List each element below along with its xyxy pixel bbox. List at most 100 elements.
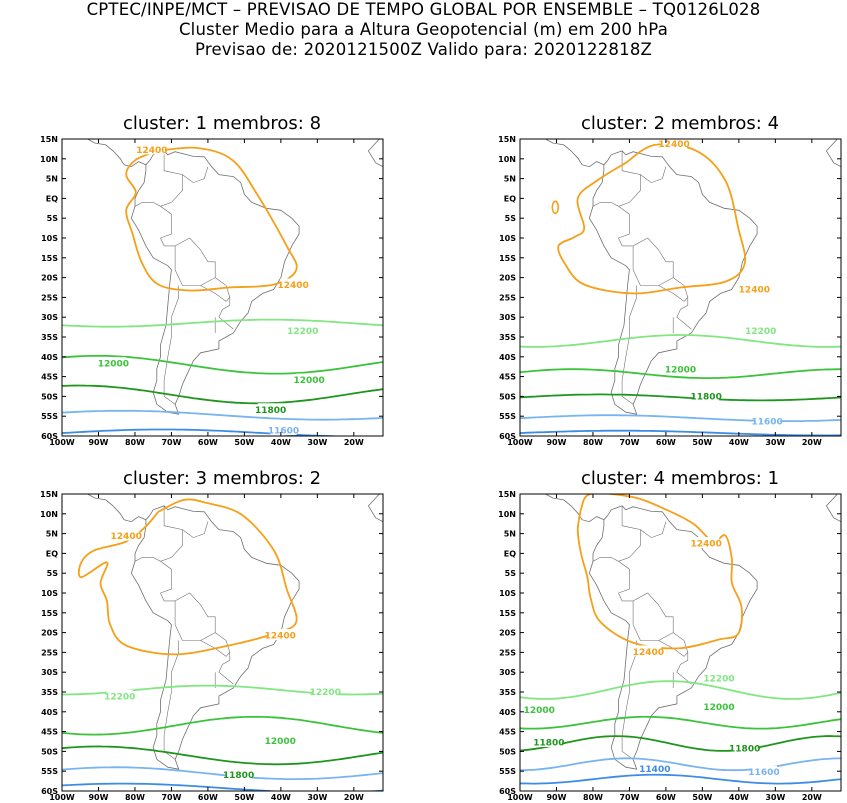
lat-tick-label: 15N [40,135,58,144]
country-border [592,202,619,207]
lat-tick-label: 55S [41,412,58,421]
contour-12400 [557,143,747,295]
panel-2-title: cluster: 2 membros: 4 [580,113,780,134]
lat-tick-label: 5N [504,530,516,539]
contour-label-bg [225,768,252,780]
country-border [621,285,637,405]
lat-tick-label: 25S [499,648,516,657]
lon-tick-label: 20W [344,793,364,802]
country-border [200,285,234,330]
contour-label-bg [706,700,733,712]
lat-tick-label: 5N [46,175,58,184]
country-border [658,285,692,330]
lon-tick-label: 30W [307,438,327,447]
contour-12200 [62,318,383,328]
country-border [174,237,216,286]
header-line-3: Previsao de: 2020121500Z Valido para: 20… [194,40,653,59]
contour-11800 [520,735,841,752]
lat-tick-label: 10S [41,589,58,598]
contour-12400-small [551,200,560,215]
lat-tick-label: 10S [41,234,58,243]
lon-tick-label: 30W [307,793,327,802]
contour-label: 12200 [287,327,318,337]
panel-1-title: cluster: 1 membros: 8 [122,113,322,134]
country-border [640,166,667,183]
contour-label-bg [641,762,668,774]
country-border [163,285,179,405]
contour-label: 12000 [524,706,555,716]
lat-tick-label: 45S [41,728,58,737]
contour-11600 [62,766,383,781]
lat-tick-label: 10S [499,589,516,598]
contour-label-bg [535,735,562,747]
contour-11400 [520,429,841,436]
map-frame [61,138,384,437]
lat-tick-label: 5S [47,569,59,578]
lat-tick-label: 25S [499,293,516,302]
coastline [130,150,300,415]
lat-tick-label: 55S [499,767,516,776]
map-panel-1-content: 12400 12400 12200 12000 12000 11800 11600 15N 10… [40,135,384,447]
contour-label-bg [296,373,323,385]
contour-12000 [62,354,383,375]
contour-11800 [62,745,383,766]
central-america-coast [62,494,147,523]
contour-label: 12400 [658,140,689,150]
lat-tick-label: 35S [41,688,58,697]
lat-tick-label: EQ [46,549,58,558]
coastline [588,150,758,415]
contour-11800 [520,393,841,402]
contour-label-bg [289,324,316,336]
contour-label: 12400 [691,540,722,550]
contour-label-bg [706,672,733,684]
lat-tick-label: 55S [41,767,58,776]
contour-label-bg [280,278,307,290]
lat-tick-label: 5N [504,175,516,184]
contour-label: 12400 [739,285,770,295]
country-border [592,557,619,562]
contour-11600 [520,414,841,423]
contour-label-bg [113,529,140,541]
lon-tick-label: 20W [344,438,364,447]
lon-tick-label: 80W [583,793,603,802]
lat-tick-label: 40S [41,353,58,362]
lat-tick-label: 20S [499,274,516,283]
africa-coast [367,139,383,168]
contour-12400 [77,498,298,656]
lat-tick-label: 50S [41,747,58,756]
contour-11400 [62,428,383,436]
map-panel-2-plot: 12400 12400 12200 12000 11800 11600 [520,139,841,436]
contour-label: 11800 [533,738,564,748]
lat-tick-label: 20S [499,629,516,638]
map-frame [519,138,842,437]
lat-tick-label: 30S [41,313,58,322]
country-border [215,277,231,298]
lat-tick-label: 15N [498,135,516,144]
contour-label: 11800 [223,771,254,781]
contour-label-bg [667,363,694,375]
contour-11400 [62,782,383,791]
lon-tick-label: 40W [729,793,749,802]
country-border [174,592,216,641]
central-america-coast [520,494,605,523]
map-panel-2-content: 12400 12400 12200 12000 11800 11600 15N 10N 5N EQ… [498,135,842,447]
lon-tick-label: 70W [161,438,181,447]
country-border [632,237,674,286]
lat-tick-label: 45S [499,728,516,737]
lat-tick-label: 25S [41,648,58,657]
panel-4-title: cluster: 4 membros: 1 [580,468,780,489]
lon-tick-label: 100W [507,793,533,802]
contour-label-bg [267,629,294,641]
contour-label-bg [526,703,553,715]
contour-label-bg [747,324,774,336]
contour-label: 12400 [265,632,296,642]
contour-label-bg [661,139,688,149]
contour-label: 11800 [691,392,722,402]
contour-label: 12000 [265,737,296,747]
lon-tick-label: 80W [583,438,603,447]
contour-label: 12000 [98,360,129,370]
lon-tick-label: 40W [271,438,291,447]
contour-label-bg [267,734,294,746]
country-border [673,277,689,298]
lon-tick-label: 20W [802,793,822,802]
